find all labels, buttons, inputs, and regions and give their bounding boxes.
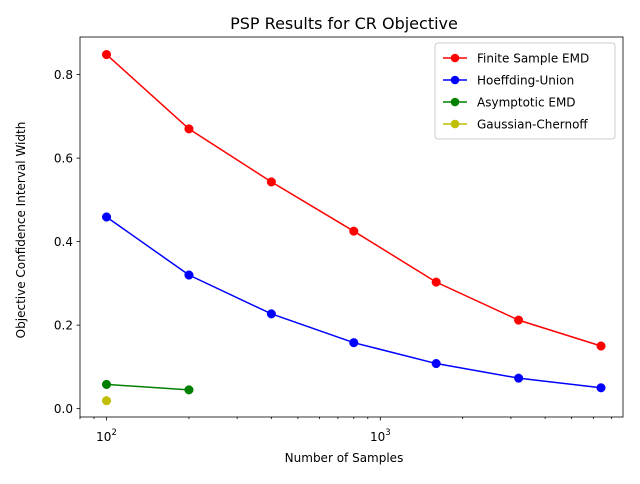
data-point [266,177,276,187]
y-tick-label: 0.0 [54,402,73,416]
data-point [431,277,441,287]
y-tick-label: 0.8 [54,68,73,82]
legend-item: Gaussian-Chernoff [443,118,588,132]
legend-marker [450,75,460,85]
x-axis-label: Number of Samples [285,451,404,465]
legend-item: Asymptotic EMD [443,96,576,110]
legend-box [434,42,616,140]
data-point [266,309,276,319]
legend-marker [450,53,460,63]
y-axis-label: Objective Confidence Interval Width [14,122,28,339]
data-point [349,226,359,236]
data-point [184,270,194,280]
legend-label: Finite Sample EMD [477,52,589,66]
data-point [184,124,194,134]
legend-marker [450,97,460,107]
legend: Finite Sample EMD Hoeffding-Union Asymptot… [434,42,616,140]
data-point [596,383,606,393]
data-point [101,379,112,389]
x-tick-label: 103 [370,428,391,444]
chart-title: PSP Results for CR Objective [230,14,458,33]
data-point [514,373,524,383]
legend-label: Asymptotic EMD [477,96,576,110]
data-point [596,341,606,351]
data-point [101,49,112,60]
x-tick-label: 102 [96,428,117,444]
data-point [349,338,359,348]
data-point [431,358,441,369]
data-point [101,212,112,222]
legend-label: Gaussian-Chernoff [477,118,588,132]
y-tick-label: 0.4 [54,235,73,249]
data-point [514,315,524,325]
y-tick-label: 0.6 [54,152,73,166]
legend-marker [450,119,460,129]
data-point [101,396,112,406]
legend-item: Finite Sample EMD [443,52,589,66]
y-tick-label: 0.2 [54,319,73,333]
data-point [184,385,194,395]
axes-frame [79,36,624,418]
legend-item: Hoeffding-Union [443,74,574,88]
legend-label: Hoeffding-Union [477,74,574,88]
plot-area: 102 103 0.0 0.2 0.4 0.6 0.8 Finite Sample EMD Ho… [54,36,624,444]
series-line [106,383,189,391]
